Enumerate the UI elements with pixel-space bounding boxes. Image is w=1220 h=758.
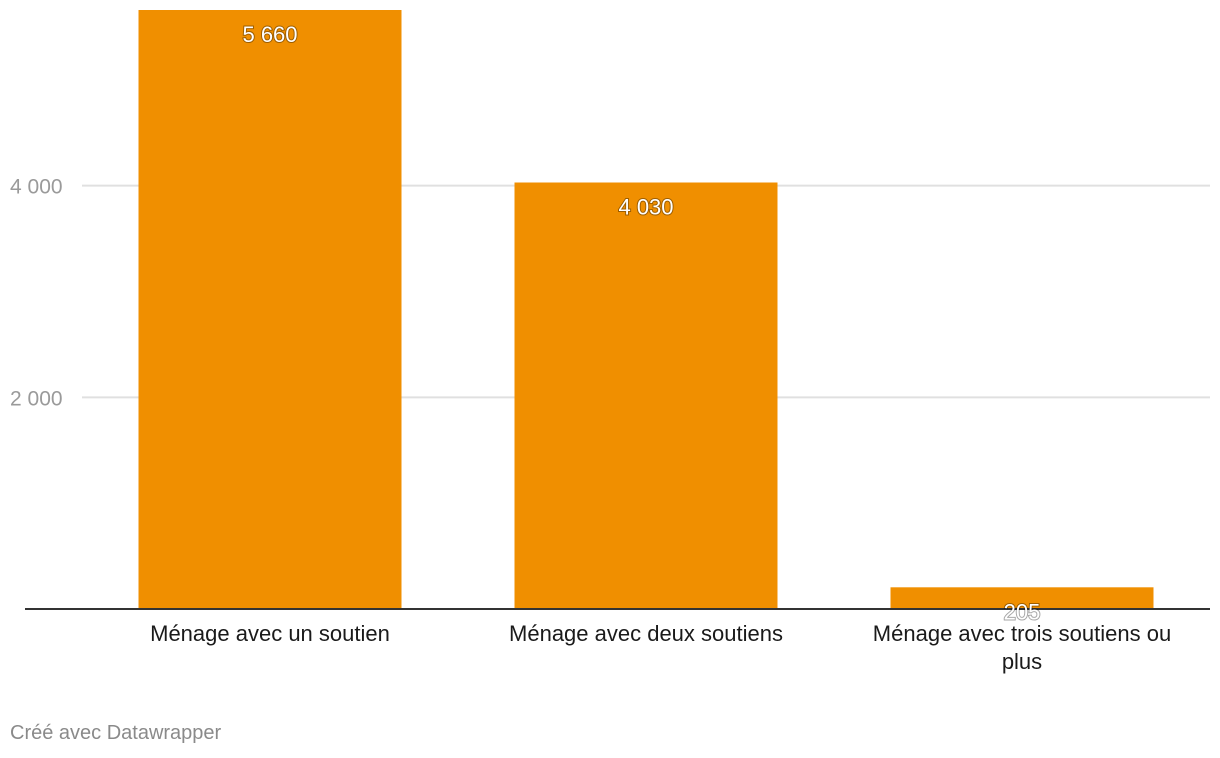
y-tick-label: 4 000 [10, 176, 63, 199]
value-label: 4 030 [618, 195, 673, 220]
value-labels: 5 660 4 030 205 [241, 21, 1041, 625]
category-label: Ménage avec un soutien [150, 621, 390, 646]
category-labels: Ménage avec un soutien Ménage avec deux s… [150, 621, 1171, 674]
category-label: plus [1002, 649, 1042, 674]
bar [514, 182, 778, 609]
bars [138, 10, 1154, 609]
credit-footer: Créé avec Datawrapper [10, 722, 222, 744]
category-label: Ménage avec trois soutiens ou [873, 621, 1171, 646]
value-label: 205 [1004, 599, 1041, 624]
category-label: Ménage avec deux soutiens [509, 621, 783, 646]
bar [890, 587, 1154, 609]
bar-chart: 2 000 4 000 5 660 4 030 205 Ménage avec un … [10, 10, 1210, 674]
y-axis-ticks: 2 000 4 000 [10, 176, 63, 411]
bar [138, 10, 402, 609]
y-tick-label: 2 000 [10, 387, 63, 410]
value-label: 5 660 [242, 22, 297, 47]
